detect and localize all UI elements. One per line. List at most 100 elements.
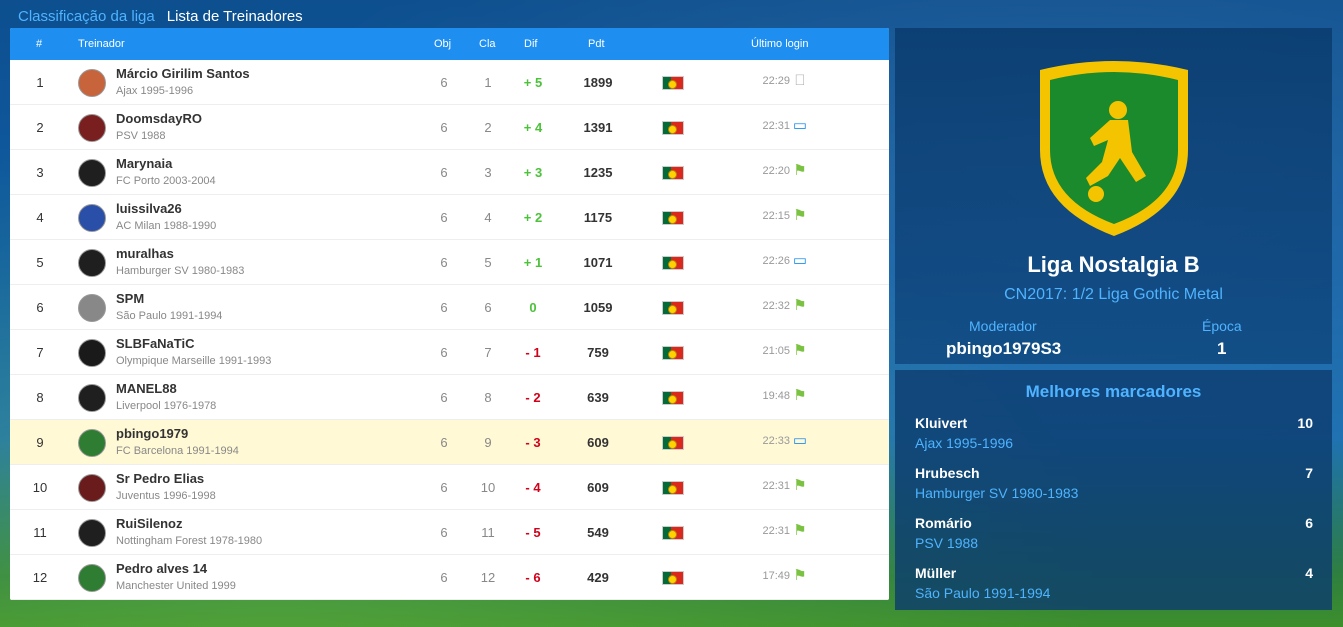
portugal-flag-icon xyxy=(662,76,684,90)
row-obj: 6 xyxy=(440,300,448,315)
scorer-club[interactable]: Ajax 1995-1996 xyxy=(915,435,1014,451)
row-dif: - 1 xyxy=(525,345,541,360)
scorer-name: Romário xyxy=(915,515,972,531)
coach-name[interactable]: MANEL88 xyxy=(116,381,177,396)
coach-avatar[interactable] xyxy=(78,249,106,277)
coach-name[interactable]: SPM xyxy=(116,291,145,306)
row-obj: 6 xyxy=(440,75,448,90)
coach-avatar[interactable] xyxy=(78,204,106,232)
header-cla[interactable]: Cla xyxy=(479,38,496,50)
row-cla: 4 xyxy=(484,210,492,225)
coach-name[interactable]: pbingo1979 xyxy=(116,426,189,441)
row-dif: 0 xyxy=(529,300,537,315)
row-pdt: 609 xyxy=(587,480,609,495)
row-pdt: 1899 xyxy=(583,75,613,90)
android-icon: ⚑ xyxy=(793,522,807,539)
desktop-icon: ▭ xyxy=(792,432,808,449)
last-login-time: 21:05 xyxy=(762,345,790,357)
android-icon: ⚑ xyxy=(793,567,807,584)
row-position: 1 xyxy=(36,75,44,90)
header-last-login[interactable]: Último login xyxy=(751,38,809,50)
table-header: # Treinador Obj Cla Dif Pdt Último login xyxy=(10,28,889,60)
coach-avatar[interactable] xyxy=(78,339,106,367)
table-row[interactable]: 1 Márcio Girilim Santos Ajax 1995-1996 6 1 + … xyxy=(10,60,889,105)
row-pdt: 639 xyxy=(587,390,609,405)
coach-name[interactable]: Márcio Girilim Santos xyxy=(116,66,250,81)
scorer-club[interactable]: Hamburger SV 1980-1983 xyxy=(915,485,1079,501)
header-obj[interactable]: Obj xyxy=(434,38,452,50)
portugal-flag-icon xyxy=(662,256,684,270)
row-obj: 6 xyxy=(440,345,448,360)
coach-avatar[interactable] xyxy=(78,69,106,97)
last-login-time: 22:15 xyxy=(762,210,790,222)
coach-club: Liverpool 1976-1978 xyxy=(116,400,217,412)
coach-name[interactable]: Marynaia xyxy=(116,156,173,171)
scorer-club[interactable]: São Paulo 1991-1994 xyxy=(915,585,1051,601)
league-subtitle[interactable]: CN2017: 1/2 Liga Gothic Metal xyxy=(1004,286,1223,303)
coach-club: Manchester United 1999 xyxy=(116,580,236,592)
row-cla: 8 xyxy=(484,390,492,405)
coach-name[interactable]: DoomsdayRO xyxy=(116,111,202,126)
table-row[interactable]: 9 pbingo1979 FC Barcelona 1991-1994 6 9 - 3 60… xyxy=(10,420,889,465)
table-row[interactable]: 5 muralhas Hamburger SV 1980-1983 6 5 + 1 1071… xyxy=(10,240,889,285)
standings-table: # Treinador Obj Cla Dif Pdt Último login… xyxy=(10,28,889,600)
portugal-flag-icon xyxy=(662,571,684,585)
table-row[interactable]: 11 RuiSilenoz Nottingham Forest 1978-1980 6… xyxy=(10,510,889,555)
coach-avatar[interactable] xyxy=(78,159,106,187)
season-label: Época xyxy=(1202,318,1242,334)
android-icon: ⚑ xyxy=(793,162,807,179)
table-row[interactable]: 7 SLBFaNaTiC Olympique Marseille 1991-1993… xyxy=(10,330,889,375)
row-cla: 9 xyxy=(484,435,492,450)
table-row[interactable]: 3 Marynaia FC Porto 2003-2004 6 3 + 3 1235 22:2… xyxy=(10,150,889,195)
table-row[interactable]: 12 Pedro alves 14 Manchester United 1999 6 1… xyxy=(10,555,889,600)
row-pdt: 1175 xyxy=(583,210,613,225)
moderator-label: Moderador xyxy=(969,318,1037,334)
last-login-time: 22:33 xyxy=(762,435,790,447)
last-login-time: 22:31 xyxy=(762,120,790,132)
row-position: 8 xyxy=(36,390,44,405)
coach-avatar[interactable] xyxy=(78,519,106,547)
coach-avatar[interactable] xyxy=(78,474,106,502)
coach-name[interactable]: Pedro alves 14 xyxy=(116,561,208,576)
row-cla: 12 xyxy=(480,570,496,585)
row-pdt: 1059 xyxy=(583,300,613,315)
coach-avatar[interactable] xyxy=(78,384,106,412)
table-row[interactable]: 2 DoomsdayRO PSV 1988 6 2 + 4 1391 22:31 ▭ xyxy=(10,105,889,150)
row-dif: - 5 xyxy=(525,525,541,540)
table-row[interactable]: 8 MANEL88 Liverpool 1976-1978 6 8 - 2 639 19:48… xyxy=(10,375,889,420)
scorer-item: Müller São Paulo 1991-1994 4 xyxy=(915,565,1313,615)
portugal-flag-icon xyxy=(662,121,684,135)
scorer-club[interactable]: PSV 1988 xyxy=(915,535,979,551)
coach-avatar[interactable] xyxy=(78,564,106,592)
last-login-time: 22:31 xyxy=(762,525,790,537)
header-dif[interactable]: Dif xyxy=(524,38,538,50)
scorer-goals: 10 xyxy=(1297,415,1313,431)
coach-name[interactable]: SLBFaNaTiC xyxy=(116,336,195,351)
top-scorers-title: Melhores marcadores xyxy=(1025,382,1202,401)
portugal-flag-icon xyxy=(662,481,684,495)
coach-avatar[interactable] xyxy=(78,429,106,457)
header-pdt[interactable]: Pdt xyxy=(588,38,605,50)
coach-name[interactable]: muralhas xyxy=(116,246,174,261)
android-icon: ⚑ xyxy=(793,297,807,314)
header-pos[interactable]: # xyxy=(36,38,43,50)
table-row[interactable]: 4 luissilva26 AC Milan 1988-1990 6 4 + 2 1175 2… xyxy=(10,195,889,240)
coach-name[interactable]: Sr Pedro Elias xyxy=(116,471,205,486)
coach-name[interactable]: RuiSilenoz xyxy=(116,516,183,531)
table-row[interactable]: 6 SPM São Paulo 1991-1994 6 6 0 1059 22:32 ⚑ xyxy=(10,285,889,330)
row-position: 12 xyxy=(32,570,48,585)
coach-name[interactable]: luissilva26 xyxy=(116,201,182,216)
scorer-goals: 6 xyxy=(1305,515,1313,531)
coach-club: Olympique Marseille 1991-1993 xyxy=(116,355,272,367)
tab-league-classification[interactable]: Classificação da liga xyxy=(18,7,155,25)
scorer-goals: 4 xyxy=(1305,565,1313,581)
row-obj: 6 xyxy=(440,210,448,225)
tab-coach-list[interactable]: Lista de Treinadores xyxy=(166,7,303,25)
coach-avatar[interactable] xyxy=(78,294,106,322)
moderator-name[interactable]: pbingo1979S3 xyxy=(946,339,1062,358)
table-row[interactable]: 10 Sr Pedro Elias Juventus 1996-1998 6 10 - 4… xyxy=(10,465,889,510)
row-dif: - 6 xyxy=(525,570,541,585)
league-badge-icon xyxy=(1040,61,1188,236)
header-coach[interactable]: Treinador xyxy=(78,38,125,50)
coach-avatar[interactable] xyxy=(78,114,106,142)
